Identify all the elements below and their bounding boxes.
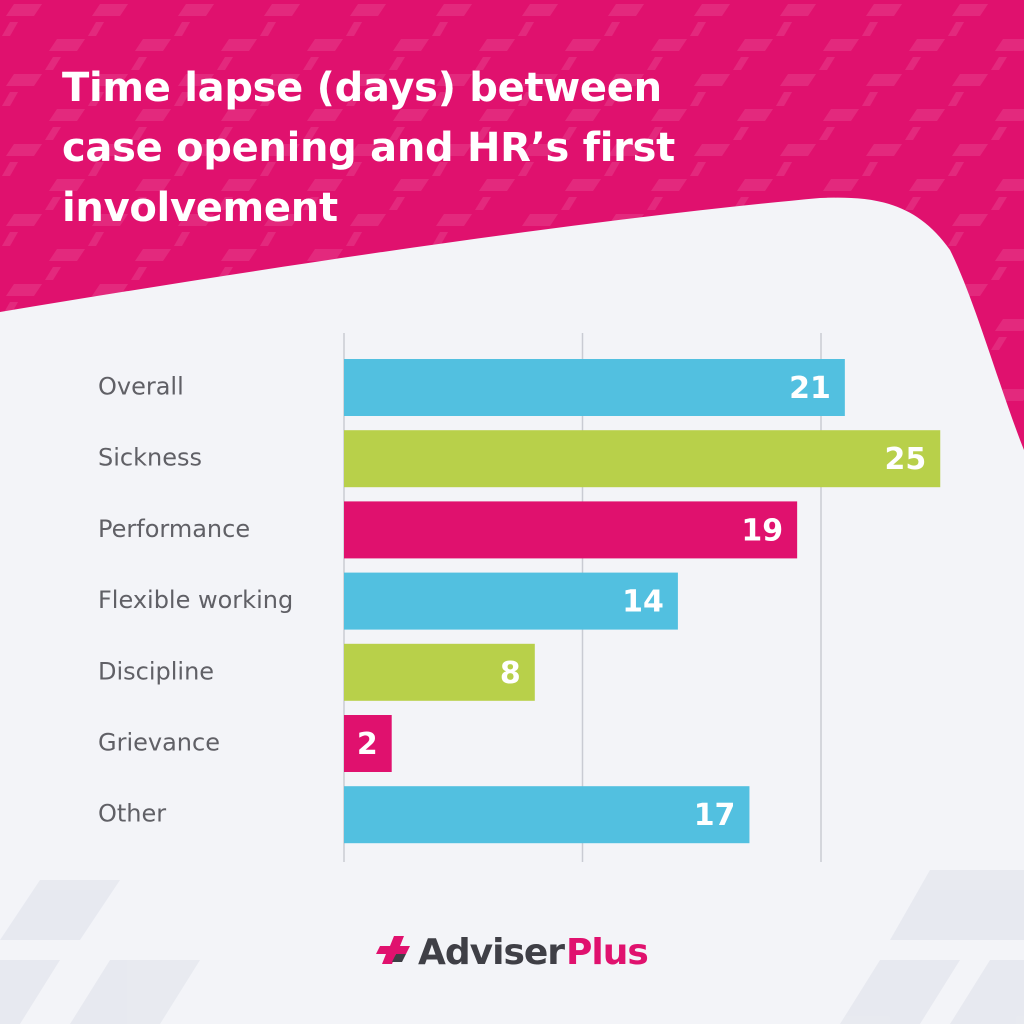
category-label-grievance: Grievance <box>98 729 220 757</box>
bar-flexible-working <box>344 572 678 630</box>
category-label-other: Other <box>98 800 166 828</box>
bar-performance <box>344 501 798 559</box>
category-label-discipline: Discipline <box>98 657 214 685</box>
bar-discipline <box>344 643 535 701</box>
title-line-2: case opening and HR’s first <box>62 125 675 171</box>
title-line-3: involvement <box>62 185 338 231</box>
category-label-performance: Performance <box>98 515 250 543</box>
chart-title: Time lapse (days) between case opening a… <box>62 58 762 238</box>
value-label-grievance: 2 <box>357 727 378 762</box>
bar-other <box>344 786 750 844</box>
category-label-sickness: Sickness <box>98 444 202 472</box>
logo-text-plus: Plus <box>566 931 649 973</box>
category-label-flexible-working: Flexible working <box>98 586 293 614</box>
bottom-decoration <box>0 870 1024 1024</box>
value-label-performance: 19 <box>741 513 783 548</box>
bar-sickness <box>344 430 941 488</box>
category-label-overall: Overall <box>98 373 184 401</box>
adviserplus-logo: Adviser Plus <box>372 928 649 976</box>
bar-overall <box>344 359 845 416</box>
adviserplus-logo-icon <box>376 936 410 964</box>
value-label-discipline: 8 <box>500 656 521 691</box>
title-line-1: Time lapse (days) between <box>62 65 662 111</box>
value-label-sickness: 25 <box>885 442 927 477</box>
value-label-flexible-working: 14 <box>622 585 664 620</box>
value-label-overall: 21 <box>789 371 831 406</box>
bar-grievance <box>344 715 392 772</box>
logo-text-adviser: Adviser <box>418 931 565 973</box>
value-label-other: 17 <box>694 798 736 833</box>
header-pattern <box>0 0 1024 450</box>
